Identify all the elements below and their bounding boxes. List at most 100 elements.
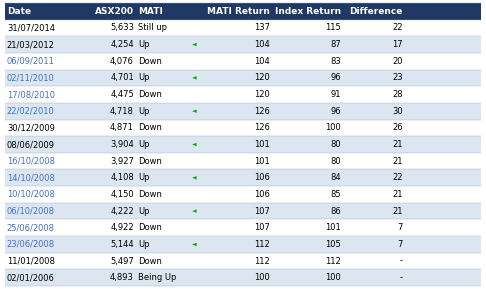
Text: 22: 22 [393,23,403,32]
Text: 14/10/2008: 14/10/2008 [7,173,55,182]
Text: Down: Down [138,90,162,99]
Text: Down: Down [138,190,162,199]
Text: 106: 106 [254,173,270,182]
Bar [5,70,481,86]
Text: 17/08/2010: 17/08/2010 [7,90,55,99]
Text: Down: Down [138,123,162,132]
Text: 101: 101 [254,157,270,166]
Text: 4,475: 4,475 [110,90,134,99]
Text: 86: 86 [330,207,341,216]
Text: 16/10/2008: 16/10/2008 [7,157,55,166]
Text: 31/07/2014: 31/07/2014 [7,23,55,32]
Bar [5,103,481,120]
Text: Date: Date [7,7,31,16]
Text: Up: Up [138,140,149,149]
Text: 25/06/2008: 25/06/2008 [7,223,55,232]
Text: 23/06/2008: 23/06/2008 [7,240,55,249]
Polygon shape [192,43,196,46]
Text: 3,904: 3,904 [110,140,134,149]
Text: 126: 126 [254,107,270,116]
Bar [5,120,481,136]
Polygon shape [192,243,196,246]
Text: 5,144: 5,144 [110,240,134,249]
Text: 4,922: 4,922 [110,223,134,232]
Text: 21/03/2012: 21/03/2012 [7,40,55,49]
Text: 17: 17 [392,40,403,49]
Text: 4,150: 4,150 [110,190,134,199]
Text: 112: 112 [254,240,270,249]
Polygon shape [192,143,196,146]
Text: 4,871: 4,871 [110,123,134,132]
Text: ASX200: ASX200 [95,7,134,16]
Text: 106: 106 [254,190,270,199]
Text: 101: 101 [325,223,341,232]
Polygon shape [192,176,196,179]
Text: Up: Up [138,107,149,116]
Bar [5,3,481,20]
Text: Up: Up [138,73,149,82]
Text: Up: Up [138,40,149,49]
Text: 21: 21 [393,140,403,149]
Text: 100: 100 [325,123,341,132]
Text: 100: 100 [325,273,341,282]
Bar [5,203,481,219]
Text: 112: 112 [325,257,341,266]
Text: 11/01/2008: 11/01/2008 [7,257,55,266]
Text: 91: 91 [330,90,341,99]
Bar [5,169,481,186]
Text: 80: 80 [330,157,341,166]
Text: 10/10/2008: 10/10/2008 [7,190,55,199]
Text: 06/10/2008: 06/10/2008 [7,207,55,216]
Text: Up: Up [138,240,149,249]
Bar [5,136,481,153]
Text: Index Return: Index Return [275,7,341,16]
Text: 137: 137 [254,23,270,32]
Text: 20: 20 [393,57,403,66]
Text: 7: 7 [398,240,403,249]
Text: 101: 101 [254,140,270,149]
Text: Up: Up [138,207,149,216]
Bar [5,53,481,70]
Bar [5,253,481,269]
Polygon shape [192,110,196,113]
Text: MATI Return: MATI Return [207,7,270,16]
Text: Still up: Still up [138,23,167,32]
Text: 02/11/2010: 02/11/2010 [7,73,54,82]
Polygon shape [192,210,196,213]
Bar [5,153,481,169]
Text: -: - [400,257,403,266]
Text: 22: 22 [393,173,403,182]
Text: 4,701: 4,701 [110,73,134,82]
Text: 84: 84 [330,173,341,182]
Text: 21: 21 [393,157,403,166]
Text: 104: 104 [254,57,270,66]
Text: -: - [400,273,403,282]
Text: 4,222: 4,222 [110,207,134,216]
Text: 120: 120 [254,90,270,99]
Text: Up: Up [138,173,149,182]
Bar [5,236,481,253]
Text: 23: 23 [392,73,403,82]
Bar [5,219,481,236]
Text: 5,633: 5,633 [110,23,134,32]
Text: 4,893: 4,893 [110,273,134,282]
Text: 22/02/2010: 22/02/2010 [7,107,54,116]
Text: 4,718: 4,718 [110,107,134,116]
Text: 96: 96 [330,73,341,82]
Text: 105: 105 [325,240,341,249]
Text: 4,076: 4,076 [110,57,134,66]
Bar [5,36,481,53]
Text: 80: 80 [330,140,341,149]
Polygon shape [192,76,196,79]
Text: 02/01/2006: 02/01/2006 [7,273,55,282]
Text: 3,927: 3,927 [110,157,134,166]
Text: 4,254: 4,254 [110,40,134,49]
Text: Being Up: Being Up [138,273,176,282]
Bar [5,86,481,103]
Text: Down: Down [138,57,162,66]
Text: 107: 107 [254,223,270,232]
Text: 115: 115 [325,23,341,32]
Text: 104: 104 [254,40,270,49]
Bar [5,269,481,286]
Bar [5,20,481,36]
